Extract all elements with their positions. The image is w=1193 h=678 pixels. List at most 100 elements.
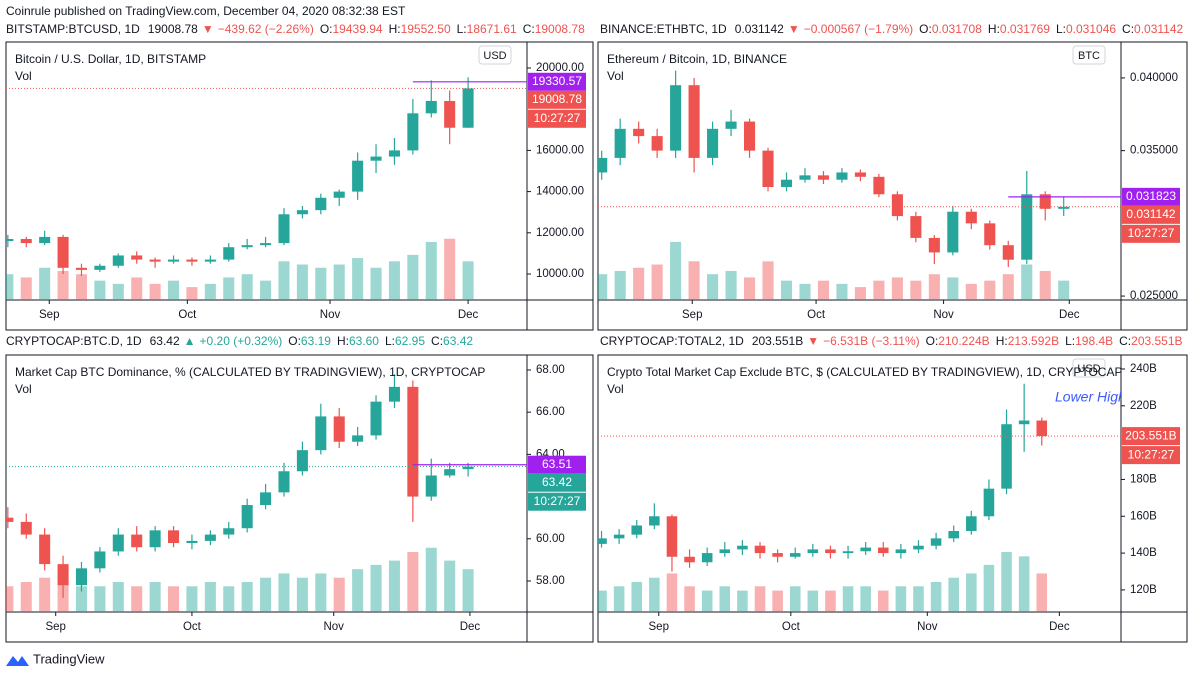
- candle-body: [370, 156, 382, 161]
- change: −6.531B (−3.11%): [823, 334, 920, 348]
- volume-bar: [20, 582, 32, 612]
- volume-bar: [6, 586, 14, 612]
- candle-body: [241, 505, 253, 529]
- candle-body: [407, 113, 419, 151]
- price-tag: [1122, 205, 1180, 224]
- candle-body: [598, 157, 608, 173]
- volume-bar: [6, 274, 14, 300]
- candle-body: [799, 175, 811, 180]
- change-arrow: ▼: [202, 22, 214, 36]
- volume-bar: [352, 569, 364, 612]
- symbol-info: CRYPTOCAP:TOTAL2, 1D 203.551B ▼ −6.531B (−3…: [600, 334, 1183, 348]
- change-arrow: ▼: [807, 334, 819, 348]
- x-tick-label: Oct: [183, 621, 202, 633]
- volume-bar: [425, 241, 437, 300]
- candle-body: [57, 236, 69, 268]
- candle-body: [168, 259, 180, 262]
- volume-bar: [762, 261, 774, 300]
- candle-body: [278, 471, 290, 493]
- change: −0.000567 (−1.79%): [804, 22, 913, 36]
- candle-body: [39, 534, 51, 565]
- volume-bar: [75, 586, 88, 612]
- candle-body: [913, 545, 924, 550]
- volume-bar: [948, 577, 959, 612]
- x-tick-label: Oct: [178, 309, 197, 321]
- candle-body: [370, 401, 382, 436]
- candle-body: [948, 530, 959, 539]
- candle-body: [444, 100, 456, 128]
- candle-body: [444, 469, 456, 476]
- volume-bar: [873, 280, 885, 300]
- y-tick-label: 14000.00: [536, 186, 584, 198]
- change: +0.20 (+0.32%): [200, 334, 283, 348]
- ohlc-label: C:: [1119, 334, 1131, 348]
- last-price: 0.031142: [735, 22, 784, 36]
- currency-box: [1072, 358, 1106, 378]
- volume-bar: [112, 283, 124, 300]
- candle-body: [241, 245, 253, 248]
- x-tick-label: Nov: [933, 309, 954, 321]
- countdown-tag: [528, 492, 586, 511]
- volume-bar: [983, 564, 995, 612]
- volume-bar: [836, 283, 848, 300]
- volume-bar: [168, 280, 180, 300]
- price-tag: [1122, 187, 1180, 206]
- candle-body: [854, 172, 866, 177]
- candle-body: [772, 553, 783, 557]
- volume-bar: [910, 280, 922, 300]
- y-tick-label: 140B: [1130, 547, 1157, 559]
- volume-bar: [725, 270, 737, 300]
- volume-bar: [223, 586, 235, 612]
- ohlc-label: C:: [431, 334, 443, 348]
- price-tag: [528, 455, 586, 474]
- volume-label: Vol: [15, 382, 32, 396]
- volume-bar: [913, 586, 924, 612]
- volume-bar: [631, 582, 643, 612]
- change-arrow: ▼: [788, 22, 800, 36]
- price-tag-label: 63.42: [542, 475, 572, 489]
- candle-body: [928, 237, 940, 253]
- candle-body: [223, 528, 235, 535]
- candle-body: [789, 553, 801, 557]
- price-tag-label: 0.031823: [1126, 189, 1176, 203]
- candle-body: [296, 450, 308, 472]
- candle-body: [684, 556, 695, 563]
- candle-body: [762, 150, 774, 187]
- volume-bar: [296, 577, 308, 612]
- candle-body: [930, 538, 942, 546]
- candle-body: [112, 255, 124, 266]
- candle-body: [425, 100, 437, 114]
- countdown: 10:27:27: [1128, 226, 1175, 240]
- volume-bar: [633, 267, 645, 300]
- volume-bar: [57, 270, 69, 300]
- candle-body: [352, 435, 364, 442]
- volume-bar: [352, 258, 364, 300]
- ohlc-value: 0.031708: [932, 22, 982, 36]
- candle-body: [112, 534, 124, 552]
- candle-body: [39, 236, 51, 244]
- volume-bar: [737, 590, 748, 612]
- volume-bar: [186, 287, 198, 300]
- y-tick-label: 0.025000: [1130, 290, 1178, 302]
- candle-body: [75, 267, 88, 270]
- volume-bar: [168, 586, 180, 612]
- volume-bar: [1058, 280, 1070, 300]
- candle-body: [204, 534, 216, 541]
- y-tick-label: 180B: [1130, 473, 1157, 485]
- ohlc-label: C:: [1122, 22, 1134, 36]
- volume-bar: [333, 264, 345, 300]
- volume-bar: [1018, 556, 1030, 612]
- x-tick-label: Nov: [917, 621, 938, 633]
- candle-body: [670, 85, 682, 151]
- candle-body: [1001, 424, 1012, 489]
- chart-title: Bitcoin / U.S. Dollar, 1D, BITSTAMP: [15, 52, 206, 66]
- volume-bar: [707, 274, 719, 300]
- volume-bar: [842, 586, 854, 612]
- volume-bar: [278, 573, 290, 612]
- volume-bar: [1039, 270, 1051, 300]
- ohlc-value: 63.42: [443, 334, 473, 348]
- x-tick-label: Dec: [458, 309, 479, 321]
- y-tick-label: 58.00: [536, 575, 565, 587]
- currency-box: [478, 45, 512, 65]
- candle-body: [149, 530, 161, 548]
